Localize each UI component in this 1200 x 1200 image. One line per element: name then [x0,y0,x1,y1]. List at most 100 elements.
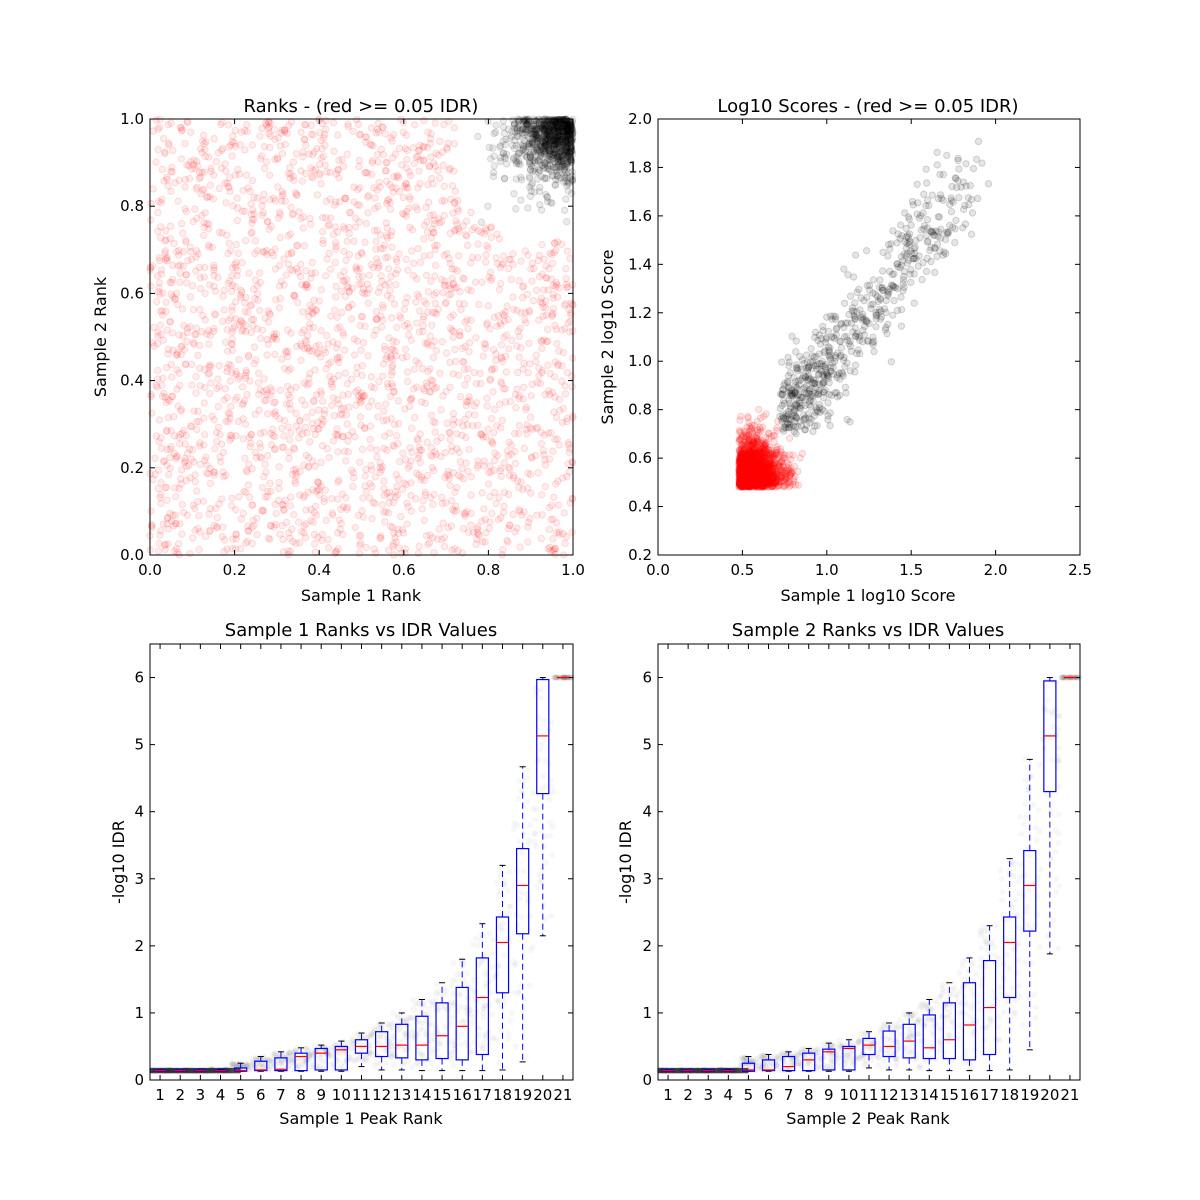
data-point-red [557,240,566,248]
data-point-red [356,413,365,421]
data-point-red [498,416,507,425]
data-point-red [515,506,523,514]
data-point-red [168,392,177,400]
data-point-red [533,378,542,387]
data-point-red [349,482,357,491]
data-point-red [246,442,254,451]
data-point-red [511,459,520,468]
data-point-red [292,465,300,473]
data-point-red [526,413,535,421]
data-point-red [430,220,439,228]
data-point-red [555,528,564,536]
data-point-red [256,386,264,394]
data-point-red [154,288,163,296]
data-point-red [461,381,469,389]
data-point-red [219,292,227,300]
data-point-red [437,275,446,284]
data-point-red [415,328,424,336]
data-point-red [227,246,235,255]
data-point-red [406,195,414,203]
data-point-red [509,510,517,519]
data-point-red [359,513,368,521]
data-point-red [156,290,164,299]
y-axis-label: Sample 2 Rank [91,276,110,397]
data-point-black [530,165,539,173]
data-point-red [426,251,434,259]
data-point-red [261,119,270,127]
data-point-red [523,290,531,299]
data-point-red [503,536,511,545]
data-point-red [505,472,514,480]
data-point-red [499,310,507,318]
data-point-red [227,287,236,296]
data-point-red [560,509,569,517]
data-point-red [307,130,315,138]
data-point-red [365,271,373,279]
data-point-red [355,156,364,165]
data-point-black [550,163,558,172]
data-point-red [535,371,543,380]
data-point-red [355,541,364,550]
data-point-red [236,291,245,299]
data-point-red [228,281,237,290]
data-point-red [233,266,242,275]
data-point-red [244,527,253,535]
data-point-red [271,265,280,273]
data-point-red [242,366,250,375]
data-point-red [427,444,436,452]
data-point-red [232,370,241,379]
data-point-red [330,147,338,155]
data-point-red [187,455,196,463]
data-point-red [218,495,226,503]
data-point-red [333,228,342,236]
data-point-red [547,501,556,509]
data-point-red [478,489,486,497]
data-point-red [310,540,319,548]
data-point-red [397,512,405,521]
data-point-red [176,430,185,439]
data-point-red [363,169,372,177]
data-point-red [237,515,246,523]
data-point-red [292,342,301,351]
data-point-red [400,210,408,219]
data-point-red [439,288,447,297]
data-point-red [197,190,205,198]
data-point-red [256,453,264,461]
x-axis-label: Sample 1 Rank [301,586,422,605]
data-point-red [323,168,331,176]
data-point-red [210,521,218,530]
data-point-red [341,457,350,465]
data-point-red [223,326,231,334]
data-point-red [279,190,287,198]
data-point-red [196,173,205,181]
data-point-red [380,491,388,499]
data-point-black [554,157,562,166]
data-point-red [552,246,560,254]
data-point-red [568,383,576,391]
data-point-red [154,375,162,383]
data-point-red [357,248,366,257]
data-point-red [213,513,221,522]
data-point-red [311,306,320,315]
data-point-red [549,447,557,455]
data-point-red [442,498,450,507]
data-point-red [326,265,335,273]
data-point-red [161,540,170,549]
data-point-red [220,306,228,314]
data-point-red [253,530,261,539]
data-point-red [210,266,218,274]
data-point-red [274,183,282,191]
data-point-red [210,171,218,179]
data-point-red [181,236,190,244]
data-point-red [419,322,427,330]
data-point-red [159,520,167,528]
data-point-red [561,390,570,398]
data-point-red [365,494,374,502]
data-point-red [329,375,338,383]
data-point-red [281,496,290,505]
data-point-red [398,209,407,218]
data-point-red [385,429,394,437]
data-point-red [186,248,195,256]
data-point-red [176,269,184,277]
data-point-red [212,428,221,437]
